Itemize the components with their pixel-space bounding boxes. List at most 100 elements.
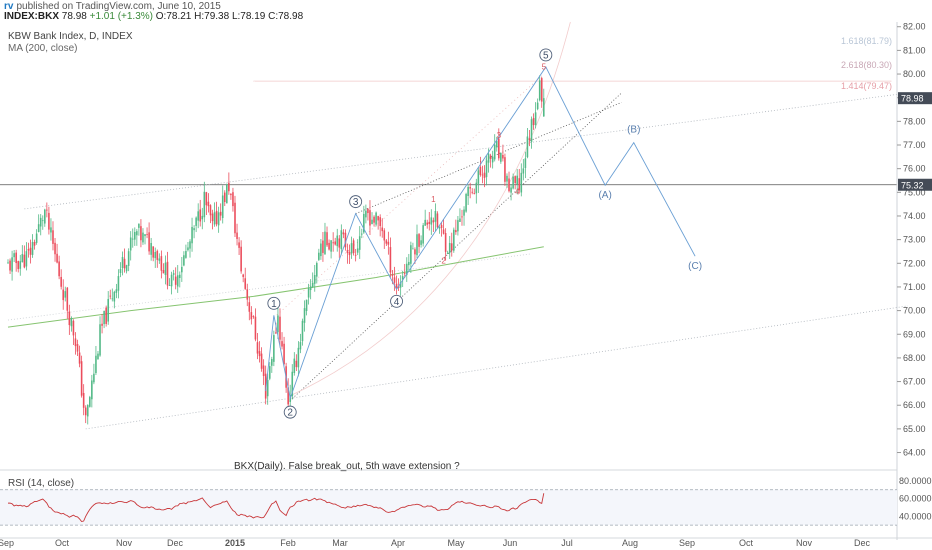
candle-body <box>283 343 285 365</box>
candle-body <box>295 360 298 368</box>
candle-body <box>80 361 83 396</box>
candle-body <box>221 195 224 219</box>
candle-body <box>223 192 226 203</box>
candle-body <box>101 323 103 326</box>
wave-label-circle <box>349 195 363 209</box>
candle-body <box>260 353 263 369</box>
candle-body <box>164 262 167 275</box>
publish-info: published on TradingView.com, June 10, 2… <box>16 1 221 12</box>
candle-body <box>299 342 302 350</box>
corrective-wave-label: (C) <box>688 261 702 272</box>
candle-body <box>326 232 328 246</box>
candle-body <box>72 320 75 336</box>
chart-title: KBW Bank Index, D, INDEX <box>8 31 133 42</box>
candle-body <box>199 209 202 222</box>
symbol-name: INDEX:BKX <box>4 11 60 22</box>
candle-body <box>144 234 146 237</box>
price-tick-label: 82.00 <box>903 22 926 32</box>
candle-body <box>301 320 304 342</box>
last-price: 78.98 <box>61 11 87 22</box>
candle-body <box>324 231 326 255</box>
candle-body <box>279 316 281 340</box>
candle-body <box>148 232 150 252</box>
time-tick-label: Jul <box>561 538 573 548</box>
price-tick-label: 68.00 <box>903 353 926 363</box>
candle-body <box>264 373 267 399</box>
candle-body <box>346 250 349 254</box>
candle-body <box>424 219 426 226</box>
wave-label-circle <box>539 48 553 62</box>
candle-body <box>534 112 537 126</box>
candle-body <box>68 311 71 326</box>
author-name[interactable]: rv <box>4 1 14 12</box>
trendlines <box>7 21 908 430</box>
candle-body <box>420 240 422 245</box>
candle-body <box>248 302 251 312</box>
candle-body <box>385 240 388 244</box>
candle-body <box>166 261 169 286</box>
candle-body <box>29 247 32 255</box>
candle-body <box>453 229 455 251</box>
candle-body <box>127 251 130 266</box>
close-value: C:78.98 <box>268 11 304 22</box>
candle-body <box>405 263 408 276</box>
candle-body <box>176 275 179 287</box>
candle-body <box>358 236 361 250</box>
sub-wave-label: 4 <box>515 188 520 197</box>
candle-body <box>84 407 87 416</box>
candle-body <box>197 211 199 221</box>
candle-body <box>493 144 496 160</box>
candle-body <box>109 295 112 297</box>
candle-body <box>502 154 504 159</box>
publish-line: rv published on TradingView.com, June 10,… <box>4 1 221 12</box>
candle-body <box>303 308 306 323</box>
time-tick-label: Nov <box>796 538 813 548</box>
candle-body <box>352 240 355 254</box>
candle-body <box>133 231 136 240</box>
candle-body <box>174 276 177 285</box>
candle-body <box>140 226 142 241</box>
candle-body <box>305 299 308 311</box>
candle-body <box>434 210 437 222</box>
candle-body <box>373 216 375 223</box>
rsi-pane: 80.0000 60.0000 40.0000 <box>0 476 932 526</box>
candle-body <box>201 215 204 220</box>
candle-body <box>395 283 398 289</box>
candle-body <box>516 175 519 185</box>
candle-body <box>309 286 312 291</box>
candle-body <box>381 227 384 232</box>
time-tick-label: Oct <box>55 538 70 548</box>
corrective-wave-label: (B) <box>627 125 640 136</box>
candle-body <box>9 260 11 271</box>
candle-body <box>183 255 185 266</box>
sub-wave-label: 2 <box>441 256 446 265</box>
candle-body <box>168 285 171 287</box>
candle-body <box>41 220 44 222</box>
candle-body <box>450 243 453 251</box>
time-tick-label: Feb <box>280 538 296 548</box>
candle-body <box>485 160 488 178</box>
time-tick-label: Sep <box>0 538 14 548</box>
candle-body <box>193 228 195 231</box>
candle-body <box>54 242 56 255</box>
price-tick-label: 71.00 <box>903 282 926 292</box>
price-tick-label: 65.00 <box>903 424 926 434</box>
candle-body <box>17 261 20 270</box>
time-axis: Sep Oct Nov Dec 2015 Feb Mar Apr May Jun Jul Aug Sep… <box>0 538 870 548</box>
candle-body <box>350 243 353 254</box>
candle-body <box>226 184 228 204</box>
candle-body <box>244 278 247 289</box>
time-tick-label: Dec <box>854 538 871 548</box>
candle-body <box>514 176 516 184</box>
last-price-tag-bg <box>898 92 932 105</box>
candle-body <box>342 232 345 235</box>
candle-body <box>414 249 416 255</box>
candle-body <box>207 201 210 207</box>
time-tick-label: Aug <box>622 538 638 548</box>
fib-extension-line <box>273 73 545 318</box>
candle-body <box>504 157 506 182</box>
candle-body <box>430 217 433 225</box>
candle-body <box>536 102 539 110</box>
candle-body <box>412 248 414 250</box>
